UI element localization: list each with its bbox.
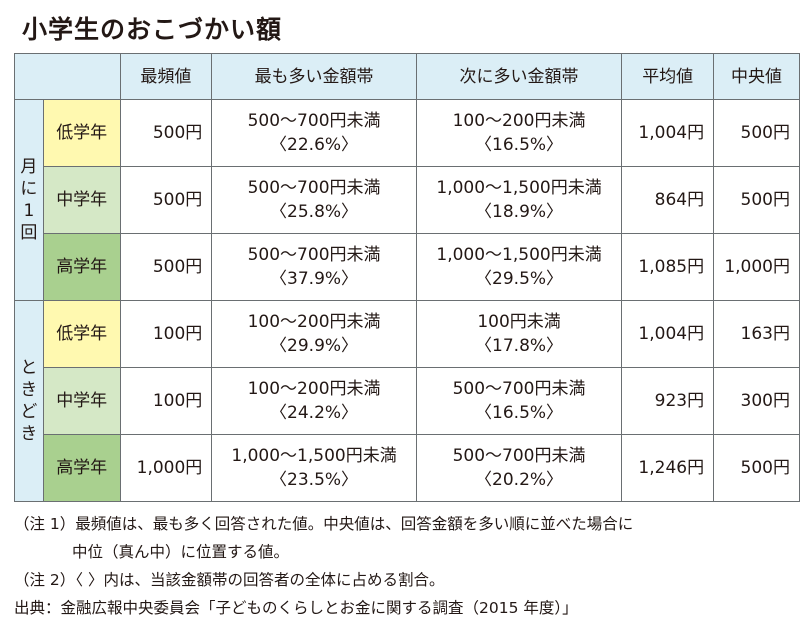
grade-cell: 中学年 [42,367,121,435]
median-cell: 500円 [713,434,800,502]
top1-cell: 100〜200円未満 〈24.2%〉 [211,367,417,435]
mean-cell: 1,085円 [621,233,715,301]
grade-cell: 高学年 [42,434,121,502]
mode-cell: 500円 [119,233,213,301]
range-text: 100円未満 [477,312,561,332]
grade-cell: 低学年 [42,300,121,368]
pct-text: 〈17.8%〉 [475,336,564,356]
table-row: ときどき 低学年 100円 100〜200円未満 〈29.9%〉 100円未満 〈1… [14,300,800,502]
table-row: 中学年 500円 500〜700円未満 〈25.8%〉 1,000〜1,500円未… [15,166,800,234]
mode-cell: 100円 [119,367,213,435]
note-1-continued: 中位（真ん中）に位置する値。 [72,543,290,561]
median-cell: 500円 [713,166,800,234]
pct-text: 〈18.9%〉 [475,202,564,222]
note-2: （注 2）〈 〉内は、当該金額帯の回答者の全体に占める割合。 [14,571,445,589]
header-corner [14,53,121,100]
source-credit: 出典：金融広報中央委員会「子どものくらしとお金に関する調査（2015 年度）」 [14,599,578,617]
mean-cell: 1,004円 [621,99,715,167]
pct-text: 〈24.2%〉 [270,403,359,423]
top2-cell: 100円未満 〈17.8%〉 [415,300,623,368]
header-median: 中央値 [713,53,800,100]
range-text: 100〜200円未満 [247,379,381,399]
top2-cell: 1,000〜1,500円未満 〈18.9%〉 [415,166,623,234]
header-top1: 最も多い金額帯 [211,53,417,100]
table-row: 高学年 500円 500〜700円未満 〈37.9%〉 1,000〜1,500円未… [15,233,800,301]
top1-cell: 500〜700円未満 〈22.6%〉 [211,99,417,167]
page-title: 小学生のおこづかい額 [22,15,283,44]
mean-cell: 923円 [621,367,715,435]
pct-text: 〈22.6%〉 [270,135,359,155]
mean-cell: 864円 [621,166,715,234]
range-text: 100〜200円未満 [247,312,381,332]
header-row: 最頻値 最も多い金額帯 次に多い金額帯 平均値 中央値 [14,53,800,100]
header-top2: 次に多い金額帯 [415,53,623,100]
mode-cell: 1,000円 [119,434,213,502]
range-text: 500〜700円未満 [247,111,381,131]
grade-cell: 高学年 [42,233,121,301]
range-text: 500〜700円未満 [452,379,586,399]
pct-text: 〈29.5%〉 [475,269,564,289]
top2-cell: 100〜200円未満 〈16.5%〉 [415,99,623,167]
pct-text: 〈29.9%〉 [270,336,359,356]
pct-text: 〈16.5%〉 [475,403,564,423]
header-mean: 平均値 [621,53,715,100]
top1-cell: 100〜200円未満 〈29.9%〉 [211,300,417,368]
grade-cell: 中学年 [42,166,121,234]
footnotes: （注 1）最頻値は、最も多く回答された値。中央値は、回答金額を多い順に並べた場合… [14,510,633,622]
range-text: 500〜700円未満 [247,178,381,198]
range-text: 1,000〜1,500円未満 [436,245,602,265]
median-cell: 300円 [713,367,800,435]
table-row: 高学年 1,000円 1,000〜1,500円未満 〈23.5%〉 500〜700… [15,434,800,502]
pct-text: 〈37.9%〉 [270,269,359,289]
top1-cell: 1,000〜1,500円未満 〈23.5%〉 [211,434,417,502]
top1-cell: 500〜700円未満 〈25.8%〉 [211,166,417,234]
mode-cell: 100円 [119,300,213,368]
range-text: 1,000〜1,500円未満 [436,178,602,198]
top2-cell: 500〜700円未満 〈20.2%〉 [415,434,623,502]
mode-cell: 500円 [119,99,213,167]
range-text: 1,000〜1,500円未満 [231,446,397,466]
range-text: 500〜700円未満 [452,446,586,466]
median-cell: 1,000円 [713,233,800,301]
group-label-sometimes: ときどき [14,300,44,502]
note-1: （注 1）最頻値は、最も多く回答された値。中央値は、回答金額を多い順に並べた場合… [14,515,634,533]
range-text: 500〜700円未満 [247,245,381,265]
range-text: 100〜200円未満 [452,111,586,131]
mode-cell: 500円 [119,166,213,234]
header-mode: 最頻値 [119,53,213,100]
top2-cell: 500〜700円未満 〈16.5%〉 [415,367,623,435]
median-cell: 500円 [713,99,800,167]
top1-cell: 500〜700円未満 〈37.9%〉 [211,233,417,301]
grade-cell: 低学年 [42,99,121,167]
mean-cell: 1,246円 [621,434,715,502]
table-row: 中学年 100円 100〜200円未満 〈24.2%〉 500〜700円未満 〈16… [15,367,800,435]
pct-text: 〈25.8%〉 [270,202,359,222]
pct-text: 〈20.2%〉 [475,470,564,490]
mean-cell: 1,004円 [621,300,715,368]
top2-cell: 1,000〜1,500円未満 〈29.5%〉 [415,233,623,301]
pct-text: 〈23.5%〉 [270,470,359,490]
pct-text: 〈16.5%〉 [475,135,564,155]
median-cell: 163円 [713,300,800,368]
